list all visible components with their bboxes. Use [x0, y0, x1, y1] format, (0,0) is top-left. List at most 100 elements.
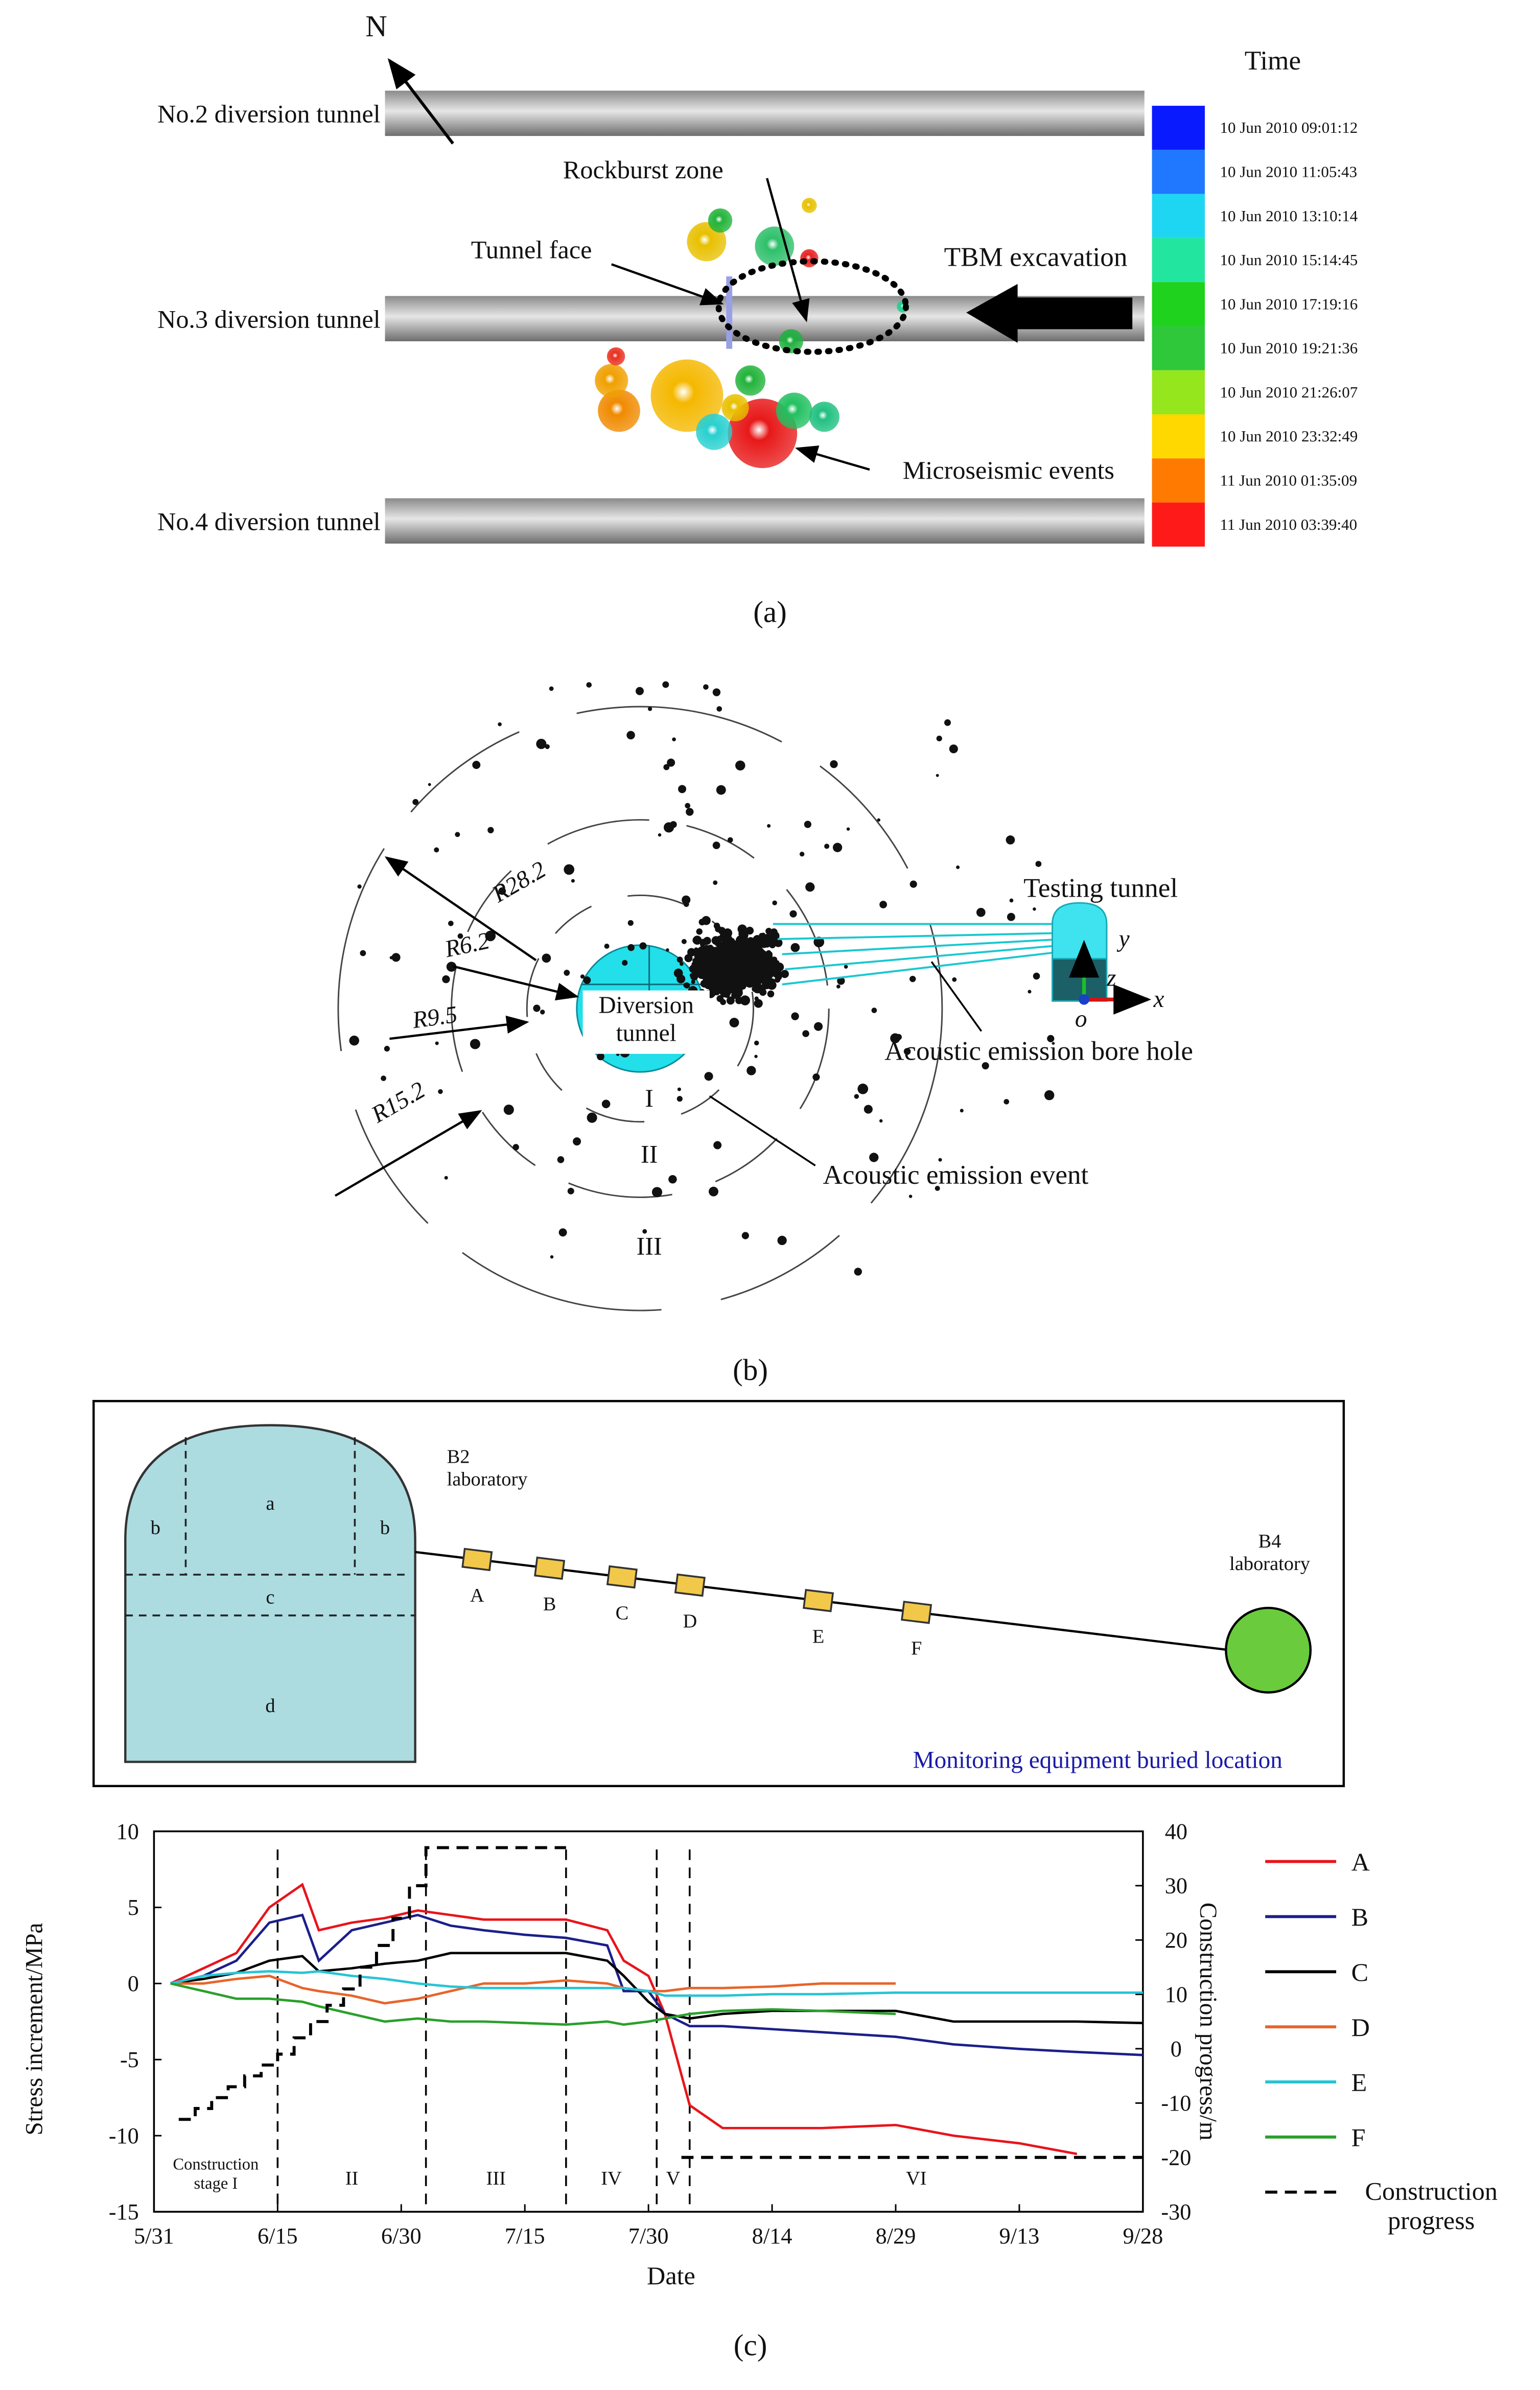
legend-label: Construction progress: [1365, 2176, 1498, 2235]
ae-dot: [1035, 861, 1042, 867]
x-tick-label: 7/15: [505, 2223, 545, 2248]
legend-swatch: [1152, 238, 1205, 283]
section-label: b: [151, 1517, 160, 1538]
bore-hole: [782, 950, 1066, 986]
testing-tunnel-icon: [1052, 902, 1108, 960]
ae-dot: [667, 758, 675, 767]
lab-label: B2 laboratory: [447, 1446, 528, 1490]
ae-dot: [731, 963, 740, 972]
ae-dot: [545, 744, 550, 749]
north-arrow: [387, 58, 454, 145]
x-tick-label: 8/14: [752, 2223, 792, 2248]
sensor-label: C: [616, 1602, 629, 1624]
ae-dot: [580, 974, 585, 979]
sphere: [809, 402, 839, 432]
ae-dot: [812, 1073, 820, 1081]
legend-label: 11 Jun 2010 03:39:40: [1220, 516, 1358, 533]
ae-dot: [735, 949, 744, 958]
ae-dot: [684, 954, 693, 963]
ae-dot: [446, 962, 457, 972]
sphere: [595, 364, 628, 397]
ae-dot: [1009, 898, 1014, 903]
sphere: [802, 198, 817, 213]
ae-dot: [976, 907, 986, 917]
ae-dot: [745, 926, 754, 935]
ae-dot: [824, 843, 830, 849]
zone-label: II: [641, 1139, 658, 1168]
sphere: [696, 413, 733, 450]
x-axis-title: Date: [647, 2261, 695, 2290]
series-line: [170, 1952, 1143, 2025]
ae-dot: [704, 1072, 713, 1081]
y-tick-label: -10: [109, 2123, 139, 2148]
tunnel-face-bar: [726, 276, 733, 349]
tunnel: [385, 498, 1145, 544]
sphere: [721, 394, 749, 421]
x-tick-label: 9/28: [1123, 2223, 1163, 2248]
ae-dot: [699, 942, 705, 947]
ae-dot: [726, 933, 732, 939]
ae-dot: [735, 760, 745, 771]
ae-dot: [764, 976, 773, 986]
ae-dot: [381, 1075, 386, 1081]
ae-dot: [871, 1007, 877, 1013]
ae-dot: [869, 1153, 879, 1162]
ae-dot: [601, 1099, 611, 1109]
radius-label: R28.2: [487, 856, 551, 908]
ae-dot: [697, 969, 707, 979]
ae-dot: [756, 956, 761, 962]
zone-circle: [337, 706, 943, 1311]
ae-dot: [720, 972, 729, 981]
ae-dot: [857, 1083, 869, 1094]
leader: [930, 961, 983, 1032]
radius-label: R15.2: [366, 1076, 430, 1128]
section-lines: [125, 1437, 415, 1616]
ae-dot: [564, 970, 570, 976]
ae-dot: [767, 824, 771, 828]
legend-label: 10 Jun 2010 09:01:12: [1220, 119, 1358, 136]
legend-label: A: [1351, 1847, 1370, 1876]
zone-label: III: [637, 1232, 662, 1260]
ae-dot: [683, 982, 689, 988]
ae-dot: [676, 956, 683, 963]
leader: [709, 1095, 816, 1166]
ae-dot: [658, 833, 662, 837]
caption: (b): [733, 1353, 768, 1387]
sphere: [650, 359, 724, 432]
ae-dot: [702, 916, 711, 925]
ae-dot: [769, 964, 777, 972]
ae-dot: [765, 927, 773, 934]
y-tick-label: 0: [128, 1971, 139, 1996]
ae-dot: [651, 1187, 663, 1198]
ae-dot: [790, 943, 800, 952]
axis-origin: [1079, 994, 1089, 1005]
sphere: [708, 208, 733, 233]
ae-dot: [663, 822, 674, 833]
ae-dot: [472, 761, 481, 769]
x-tick-label: 6/30: [381, 2223, 422, 2248]
legend-label: C: [1351, 1958, 1369, 1986]
tbm-arrow: [966, 284, 1133, 343]
ae-dot: [756, 962, 762, 967]
ae-dot: [360, 950, 366, 956]
tunnel-label: No.3 diversion tunnel: [157, 304, 381, 333]
ae-dot: [503, 1105, 514, 1115]
label-box: [582, 990, 710, 1054]
section-label: d: [265, 1695, 275, 1717]
ae-dot: [846, 827, 850, 831]
ae-dot: [435, 1041, 439, 1045]
bore-hole: [785, 944, 1063, 971]
y2-tick-label: 0: [1171, 2036, 1182, 2061]
ae-dot: [879, 901, 888, 908]
ae-dot: [587, 1112, 597, 1123]
x-tick-label: 8/29: [876, 2223, 916, 2248]
ae-dot: [470, 1039, 480, 1049]
ae-dot: [533, 1004, 541, 1012]
legend-swatch: [1152, 282, 1205, 326]
legend-label: B: [1351, 1903, 1369, 1931]
sensor-label: B: [543, 1594, 556, 1615]
panel-a: No.2 diversion tunnel No.3 diversion tun…: [157, 9, 1358, 629]
ae-dot: [936, 735, 942, 742]
y2-tick-label: -20: [1161, 2145, 1191, 2170]
radius-arrow: [389, 1015, 529, 1040]
